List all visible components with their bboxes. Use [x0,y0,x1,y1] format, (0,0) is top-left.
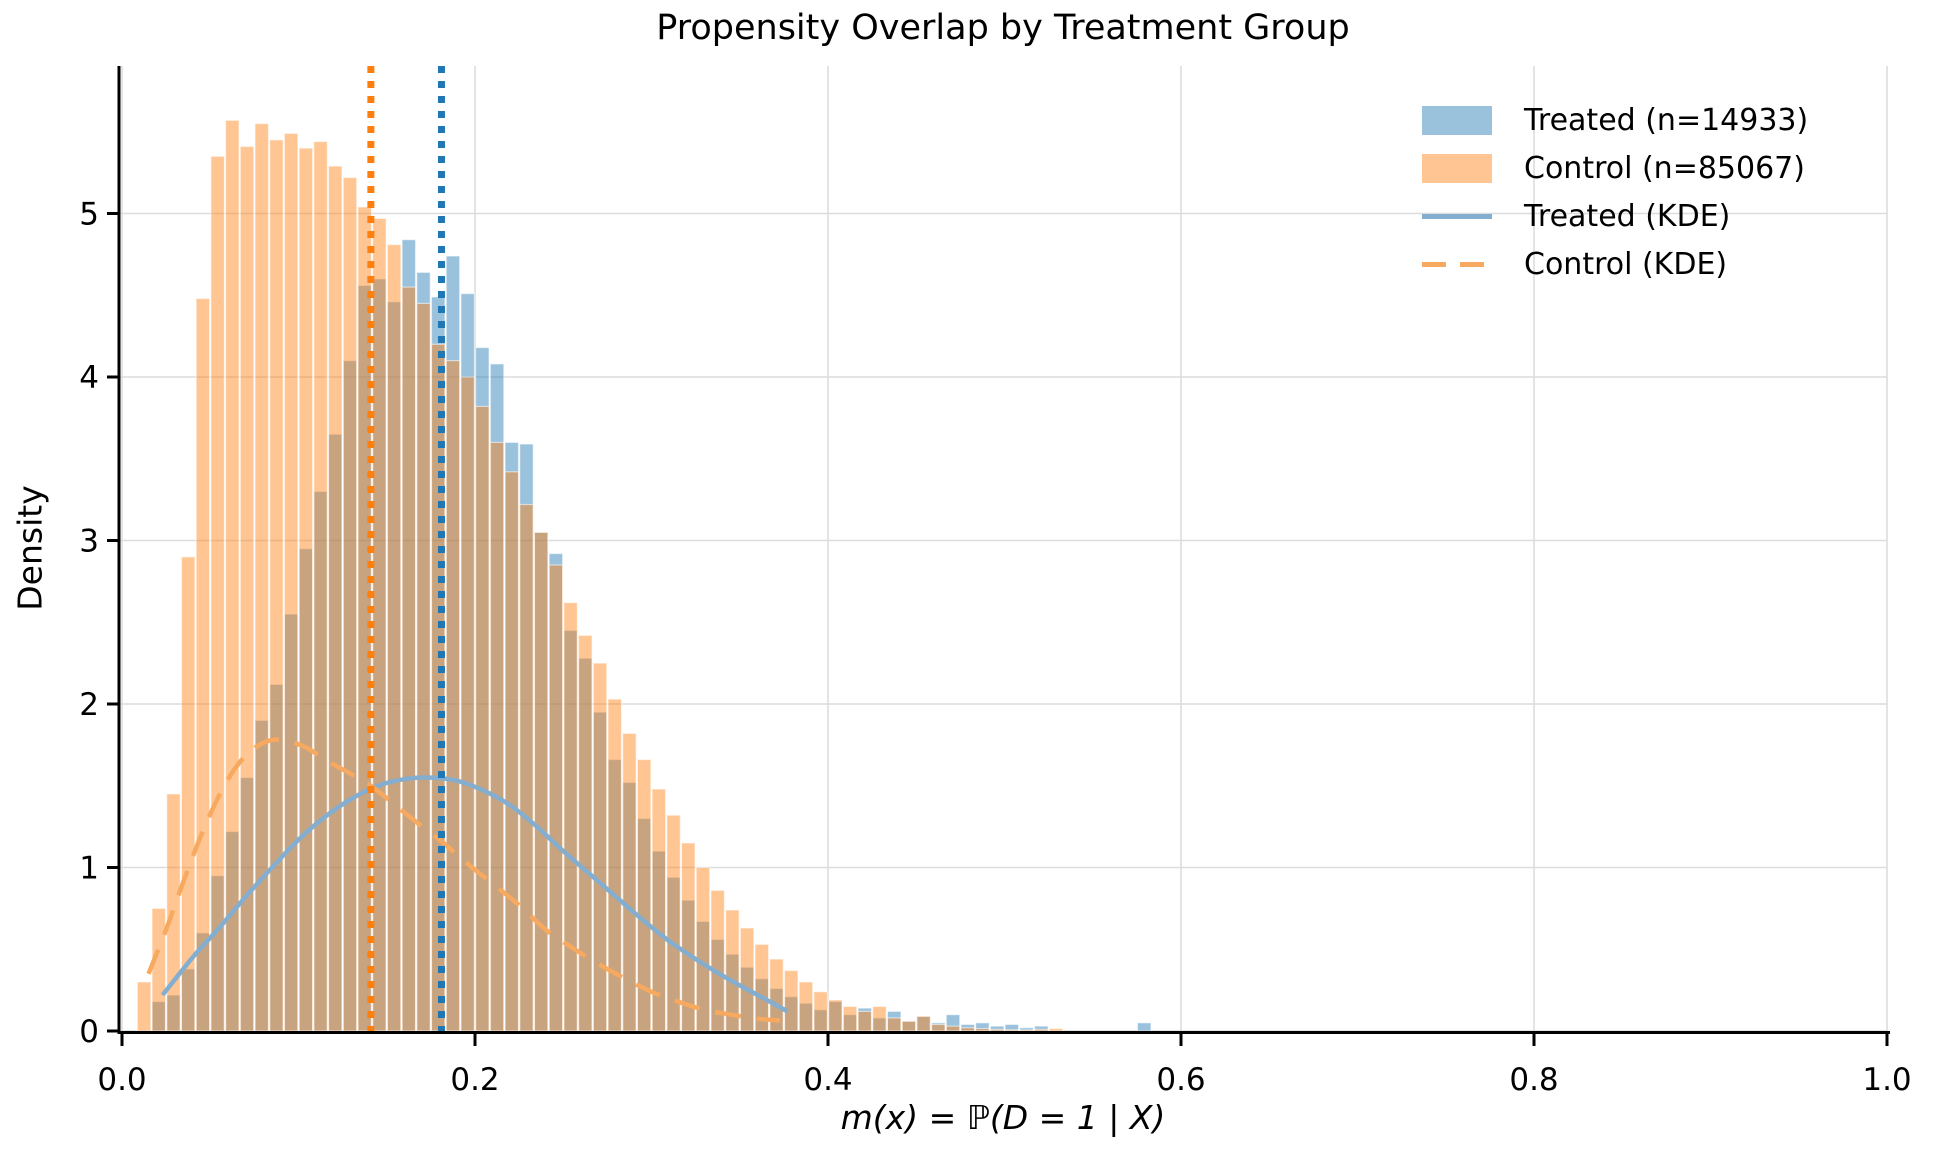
histogram-bar [783,969,799,1032]
histogram-bar [886,1017,902,1032]
histogram-bar [327,165,343,1032]
histogram-bar [916,1015,931,1032]
treated-kde--line [160,775,789,1014]
histogram-bar [710,889,726,1032]
histogram-bar [813,991,828,1032]
histogram-bar [563,602,578,1032]
histogram-bar [533,531,549,1032]
legend-label: Control (KDE) [1524,246,1728,282]
histogram-bar [386,243,402,1032]
control-hist-swatch [1422,153,1492,183]
y-tick-label: 1 [79,851,99,887]
histogram-bar [474,405,490,1032]
histogram-bar [607,698,623,1032]
y-tick-label: 5 [79,197,99,233]
x-tick-label: 1.0 [1862,1062,1911,1098]
histogram-bar [1004,1029,1020,1032]
histogram-bar [372,217,387,1032]
histogram-bar [622,732,637,1032]
legend-item-control-kde: Control (KDE) [1422,240,1808,288]
histogram-bar [342,176,358,1032]
histogram-bar [842,1005,858,1032]
histogram-bar [445,360,461,1032]
legend-label: Treated (n=14933) [1524,102,1809,138]
treated-kde-swatch [1422,213,1492,219]
control-histogram-bars [136,119,1064,1032]
histogram-bar [592,662,608,1032]
histogram-bar [1136,1022,1152,1032]
histogram-bar [548,564,564,1032]
histogram-bar [210,155,225,1032]
histogram-bar [151,907,167,1032]
x-tick-label: 0.4 [803,1062,852,1098]
histogram-bar [401,286,417,1032]
x-tick-label: 0.6 [1156,1062,1205,1098]
histogram-bar [798,981,814,1032]
histogram-bar [283,132,299,1032]
histogram-bar [872,1005,887,1032]
control-kde--line [146,737,781,1023]
histogram-bar [901,1020,917,1032]
histogram-bar [739,927,755,1032]
legend-label: Control (n=85067) [1524,150,1805,186]
histogram-bar [489,441,505,1032]
histogram-bar [827,999,843,1032]
histogram-bar [298,147,314,1032]
y-tick-label: 2 [79,687,99,723]
histogram-bar [930,1023,946,1032]
y-tick-label: 4 [79,360,99,396]
histogram-bar [313,140,328,1032]
histogram-bar [504,471,520,1032]
histogram-bar [975,1027,990,1032]
histogram-bar [857,1010,873,1032]
histogram-bar [1033,1028,1049,1032]
legend-item-treated-kde: Treated (KDE) [1422,192,1808,240]
y-tick-label: 3 [79,524,99,560]
legend-item-control-hist: Control (n=85067) [1422,144,1808,192]
legend-item-treated-hist: Treated (n=14933) [1422,96,1808,144]
histogram-bar [195,297,211,1032]
histogram-bar [989,1028,1005,1032]
x-tick-label: 0.0 [97,1062,146,1098]
y-tick-label: 0 [79,1014,99,1050]
x-tick-label: 0.8 [1509,1062,1558,1098]
histogram-bar [960,1027,976,1032]
histogram-bar [254,122,270,1032]
legend-label: Treated (KDE) [1524,198,1731,234]
x-tick-label: 0.2 [450,1062,499,1098]
histogram-bar [519,503,534,1032]
histogram-bar [269,139,284,1032]
histogram-bar [136,981,152,1032]
histogram-bar [224,119,240,1032]
histogram-bar [460,376,475,1032]
legend: Treated (n=14933) Control (n=85067) Trea… [1422,96,1808,288]
histogram-bar [1048,1027,1064,1032]
chart-title: Propensity Overlap by Treatment Group [656,8,1350,48]
histogram-bar [945,1025,961,1032]
x-axis-label: m(x) = ℙ(D = 1 | X) [840,1098,1166,1137]
histogram-bar [666,814,681,1032]
histogram-bar [1019,1029,1034,1032]
treated-hist-swatch [1422,105,1492,135]
histogram-bar [416,302,431,1032]
histogram-bar [577,634,593,1032]
control-kde-swatch [1422,261,1492,267]
